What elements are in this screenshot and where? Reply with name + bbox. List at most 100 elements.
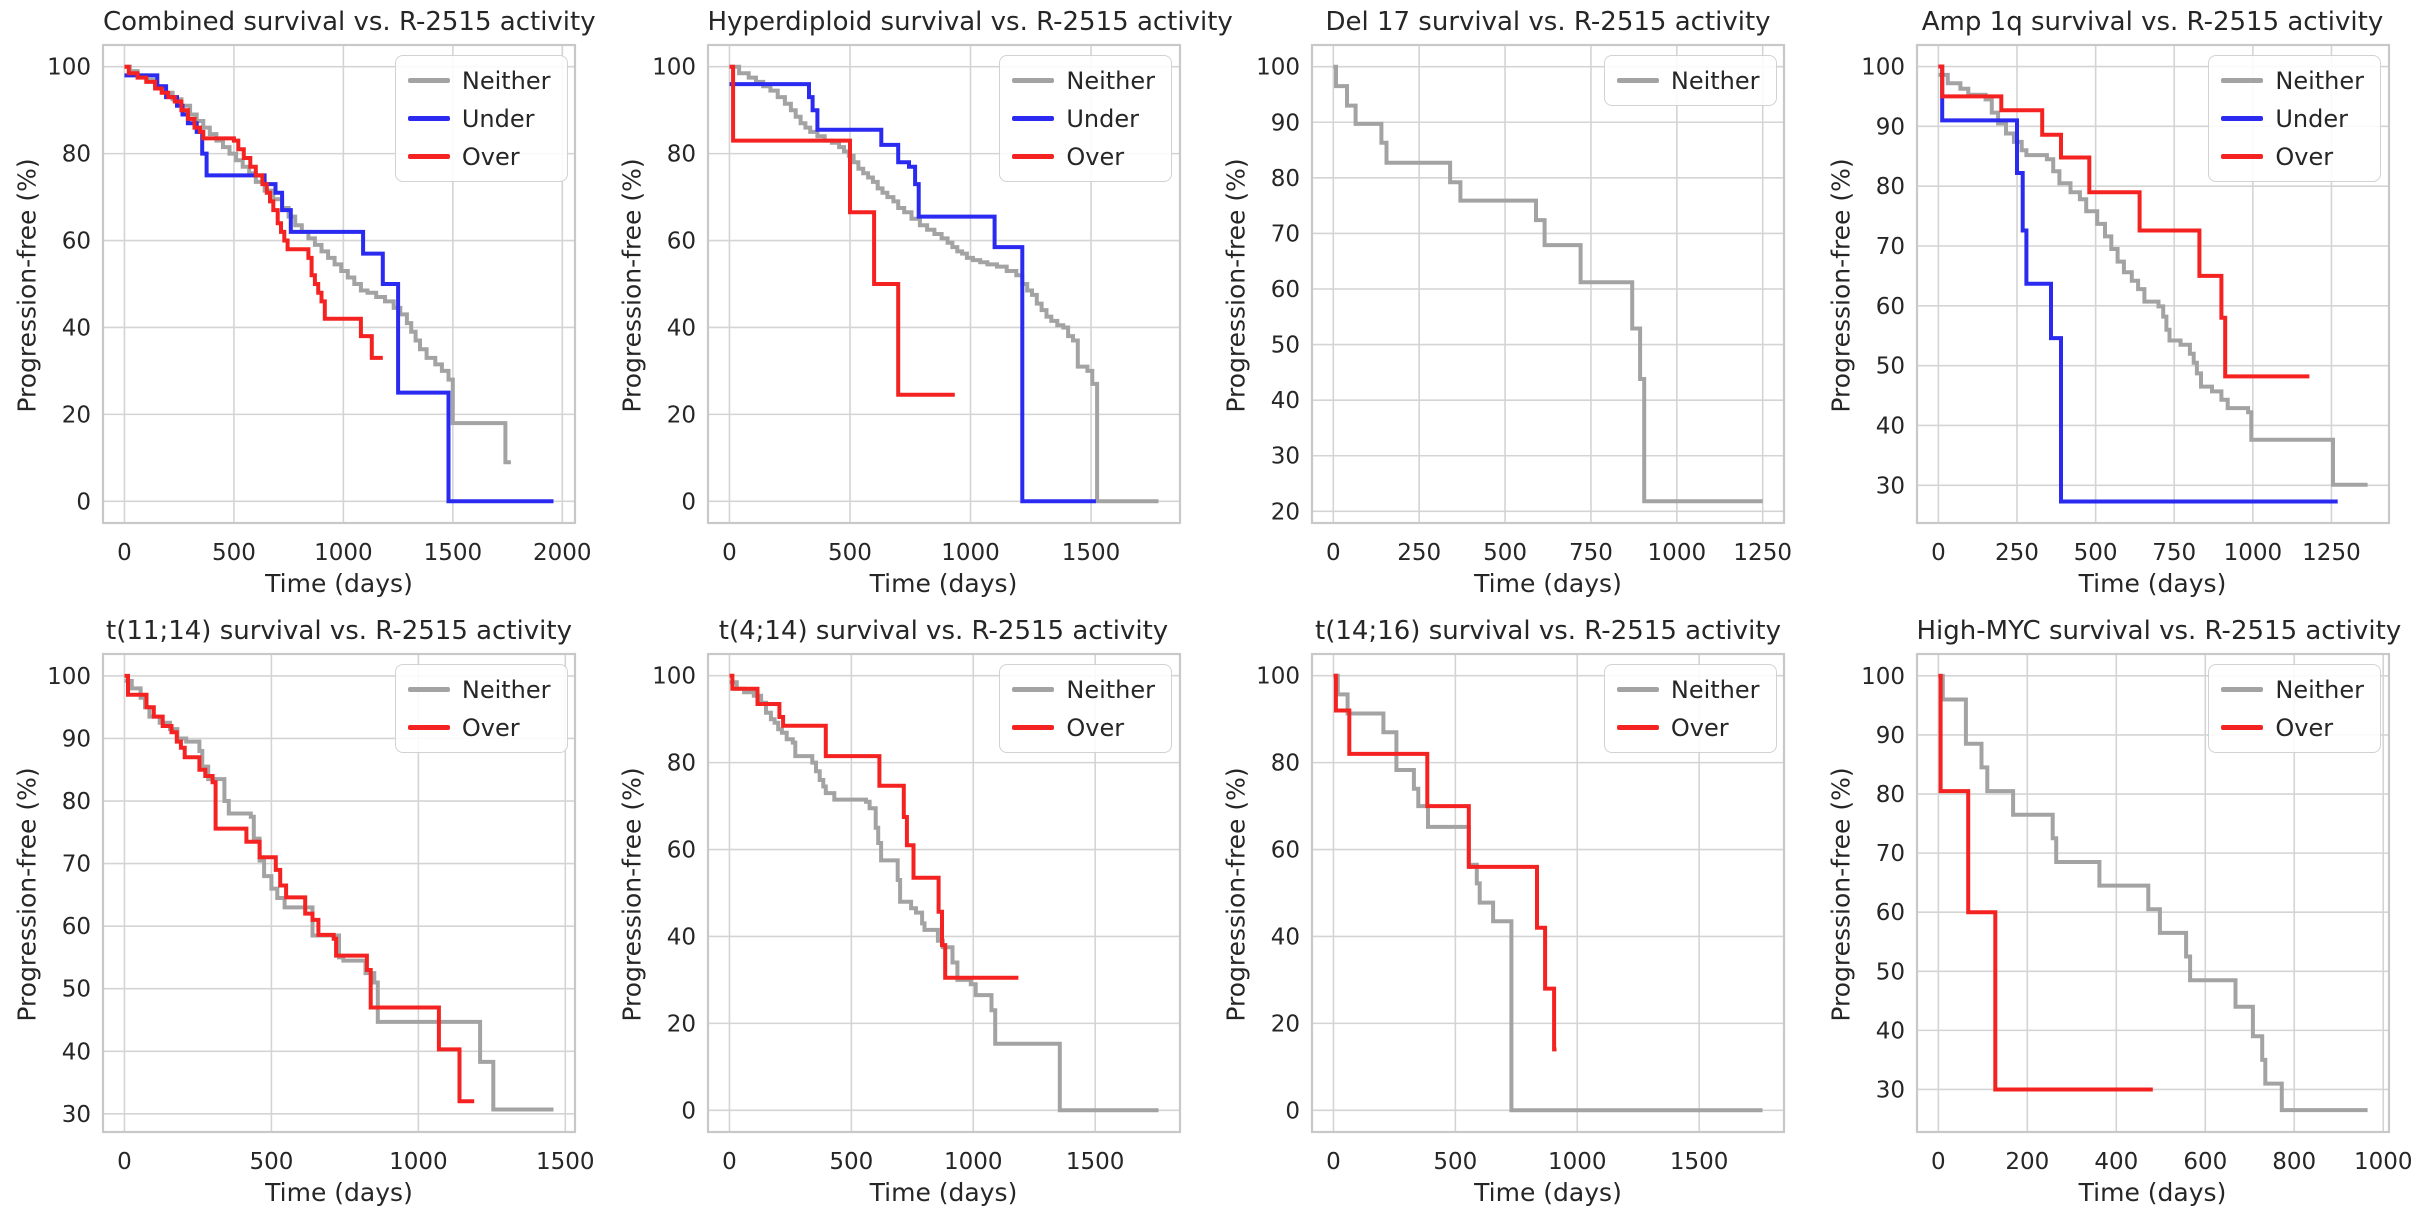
legend-line-swatch bbox=[407, 687, 450, 692]
subplot-amp1q: 0 250 500 750 1000 1250 30 40 50 60 70 80 90 100 Amp … bbox=[1814, 0, 2418, 609]
plot-title: t(4;14) survival vs. R-2515 activity bbox=[718, 616, 1169, 646]
subplot-high-myc: 0 200 400 600 800 1000 30 40 50 60 70 80 90 100 High-… bbox=[1814, 609, 2418, 1218]
y-axis-label: Progression-free (%) bbox=[12, 158, 42, 413]
y-tick-label: 80 bbox=[666, 142, 695, 168]
y-tick-label: 80 bbox=[1271, 751, 1300, 777]
y-tick-label: 90 bbox=[62, 726, 91, 752]
y-tick-label: 60 bbox=[1271, 838, 1300, 864]
plot-title: Hyperdiploid survival vs. R-2515 activit… bbox=[707, 7, 1233, 37]
legend: Neither Over bbox=[394, 664, 568, 753]
legend-line-swatch bbox=[2221, 154, 2264, 159]
y-tick-label: 100 bbox=[652, 664, 696, 690]
x-tick-label: 1000 bbox=[943, 1149, 1002, 1175]
y-tick-label: 60 bbox=[666, 838, 695, 864]
y-tick-label: 70 bbox=[62, 852, 91, 878]
legend-label: Neither bbox=[461, 675, 551, 704]
legend-label: Over bbox=[1670, 713, 1729, 742]
x-tick-label: 0 bbox=[722, 1149, 737, 1175]
x-axis-label: Time (days) bbox=[2078, 569, 2227, 598]
x-tick-label: 1500 bbox=[1065, 1149, 1124, 1175]
series-line-over bbox=[1333, 673, 1557, 1052]
legend-line-swatch bbox=[1012, 154, 1055, 159]
y-tick-label: 50 bbox=[1875, 959, 1904, 985]
y-tick-label: 20 bbox=[666, 402, 695, 428]
y-tick-label: 40 bbox=[1875, 413, 1904, 439]
y-tick-label: 20 bbox=[1271, 1011, 1300, 1037]
plot-canvas: 0 250 500 750 1000 1250 20 30 40 50 60 70 80 90 100 bbox=[1256, 43, 1792, 566]
x-tick-label: 500 bbox=[828, 540, 872, 566]
legend-line-swatch bbox=[1012, 116, 1055, 121]
legend-label: Over bbox=[2275, 142, 2334, 171]
y-tick-label: 70 bbox=[1875, 841, 1904, 867]
x-axis-label: Time (days) bbox=[265, 569, 413, 598]
plot-canvas: 0 500 1000 1500 0 20 40 60 80 100 bbox=[1256, 652, 1786, 1175]
plot-title: t(11;14) survival vs. R-2515 activity bbox=[106, 616, 572, 646]
y-tick-label: 100 bbox=[1256, 664, 1300, 690]
y-tick-label: 40 bbox=[1271, 924, 1300, 950]
plot-canvas: 0 250 500 750 1000 1250 30 40 50 60 70 80 90 100 bbox=[1861, 43, 2390, 566]
legend-label: Over bbox=[1066, 713, 1125, 742]
x-tick-label: 1000 bbox=[389, 1149, 448, 1175]
y-tick-label: 80 bbox=[1875, 174, 1904, 200]
y-tick-label: 80 bbox=[666, 751, 695, 777]
x-tick-label: 2000 bbox=[533, 540, 592, 566]
legend-item-neither: Neither bbox=[1616, 674, 1760, 705]
y-tick-label: 100 bbox=[1861, 664, 1905, 690]
plot-canvas: 0 500 1000 1500 30 40 50 60 70 80 90 100 bbox=[47, 652, 595, 1175]
x-tick-label: 1250 bbox=[2302, 540, 2361, 566]
y-tick-label: 40 bbox=[666, 315, 695, 341]
series-line-over bbox=[124, 673, 475, 1104]
legend-label: Under bbox=[2275, 104, 2349, 133]
x-tick-label: 0 bbox=[1326, 1149, 1341, 1175]
y-axis-label: Progression-free (%) bbox=[617, 158, 646, 413]
legend-line-swatch bbox=[407, 116, 450, 121]
y-tick-label: 70 bbox=[1875, 234, 1904, 260]
y-axis-label: Progression-free (%) bbox=[1221, 158, 1251, 413]
y-tick-label: 70 bbox=[1271, 221, 1300, 247]
x-tick-label: 800 bbox=[2272, 1149, 2316, 1175]
legend-label: Neither bbox=[1670, 66, 1760, 95]
y-tick-label: 30 bbox=[1875, 473, 1904, 499]
y-tick-label: 40 bbox=[1271, 388, 1300, 414]
y-tick-label: 60 bbox=[62, 229, 91, 255]
legend-item-over: Over bbox=[2221, 141, 2364, 172]
y-tick-label: 60 bbox=[1875, 294, 1904, 320]
y-tick-label: 100 bbox=[652, 55, 696, 81]
series-line-under bbox=[1937, 64, 2338, 504]
plot-canvas: 0 500 1000 1500 2000 0 20 40 60 80 100 bbox=[47, 43, 592, 566]
legend-label: Neither bbox=[1066, 66, 1155, 95]
legend-item-over: Over bbox=[1012, 712, 1155, 743]
subplot-t11-14: 0 500 1000 1500 30 40 50 60 70 80 90 100 t(11;14) s… bbox=[0, 609, 605, 1218]
legend-line-swatch bbox=[1616, 725, 1659, 730]
legend-item-neither: Neither bbox=[1616, 65, 1760, 96]
series-line-neither bbox=[1333, 64, 1763, 504]
legend-line-swatch bbox=[1012, 78, 1055, 83]
y-tick-label: 20 bbox=[62, 402, 91, 428]
x-axis-label: Time (days) bbox=[265, 1178, 413, 1207]
x-tick-label: 500 bbox=[1433, 1149, 1477, 1175]
legend-line-swatch bbox=[407, 154, 450, 159]
x-tick-label: 0 bbox=[1326, 540, 1341, 566]
legend-line-swatch bbox=[1012, 687, 1055, 692]
legend-item-under: Under bbox=[2221, 103, 2364, 134]
y-tick-label: 30 bbox=[1271, 444, 1300, 470]
legend-item-neither: Neither bbox=[407, 65, 551, 96]
legend-item-neither: Neither bbox=[2221, 65, 2364, 96]
legend-item-under: Under bbox=[407, 103, 551, 134]
x-tick-label: 1000 bbox=[2353, 1149, 2412, 1175]
legend-item-neither: Neither bbox=[1012, 674, 1155, 705]
legend-label: Under bbox=[461, 104, 535, 133]
x-tick-label: 500 bbox=[212, 540, 256, 566]
legend: Neither Over bbox=[1603, 664, 1777, 753]
x-tick-label: 500 bbox=[249, 1149, 293, 1175]
legend-item-over: Over bbox=[2221, 712, 2364, 743]
y-tick-label: 50 bbox=[62, 977, 91, 1003]
legend-label: Neither bbox=[1066, 675, 1155, 704]
subplot-combined: 0 500 1000 1500 2000 0 20 40 60 80 100 Combined su… bbox=[0, 0, 605, 609]
legend: Neither Over bbox=[999, 664, 1172, 753]
axes-spines bbox=[1310, 652, 1786, 1134]
y-tick-label: 40 bbox=[1875, 1018, 1904, 1044]
x-axis-label: Time (days) bbox=[1474, 569, 1622, 598]
y-tick-label: 60 bbox=[1875, 900, 1904, 926]
x-tick-label: 600 bbox=[2183, 1149, 2227, 1175]
